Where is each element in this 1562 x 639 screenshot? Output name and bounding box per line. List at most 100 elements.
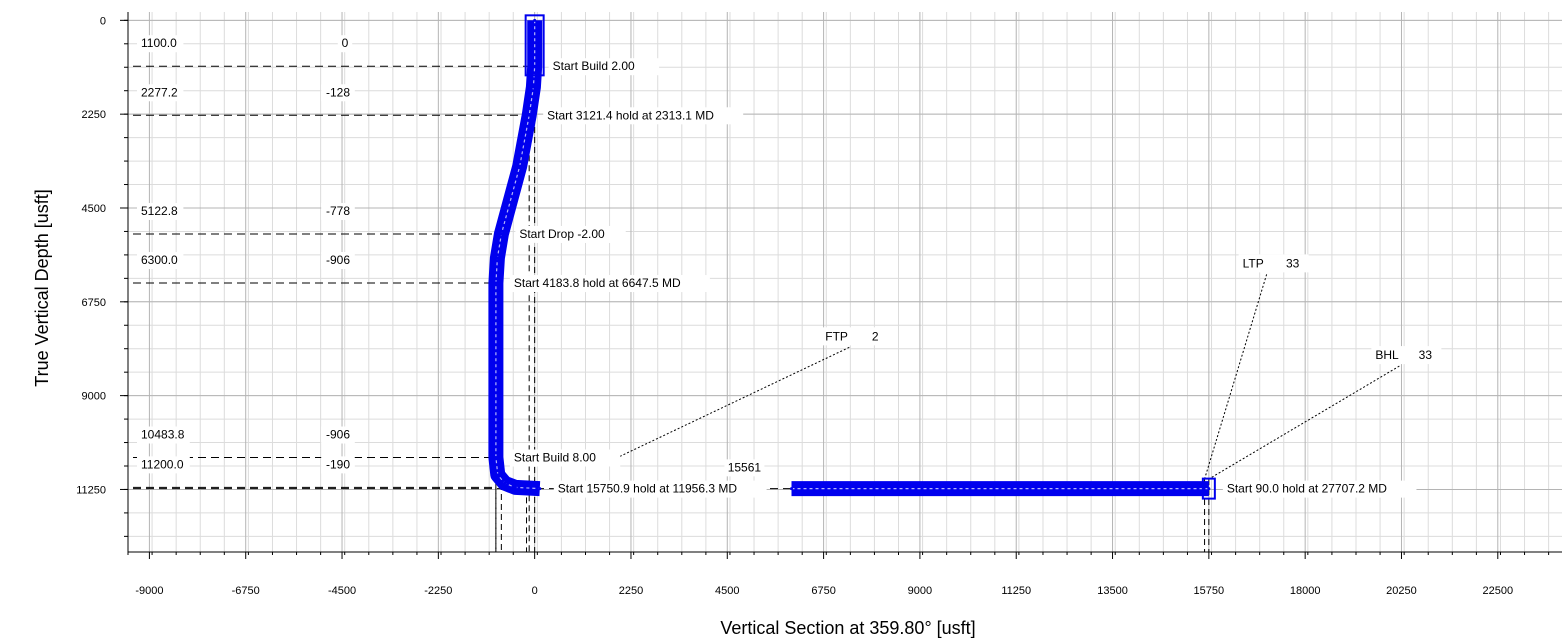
table-vs-label-bg xyxy=(321,426,355,444)
table-vs-label-bg xyxy=(321,252,355,270)
annotation-label-group: Start 90.0 hold at 27707.2 MD xyxy=(1222,480,1417,498)
well-path-point xyxy=(527,113,531,117)
annotation-label: Start 90.0 hold at 27707.2 MD xyxy=(1227,482,1387,496)
y-tick-label: 9000 xyxy=(82,391,106,403)
table-vs-label-group: -906 xyxy=(321,252,355,270)
table-md-label-bg xyxy=(137,426,190,444)
annotation-label-bg xyxy=(1222,480,1417,498)
target-name-label: BHL xyxy=(1375,348,1399,362)
target-label-group: LTP 33 xyxy=(1238,254,1309,273)
y-axis-title: True Vertical Depth [usft] xyxy=(32,189,52,386)
x-tick-label: 18000 xyxy=(1290,585,1321,597)
table-vs-label-group: -128 xyxy=(321,84,355,102)
annotation-label-bg xyxy=(543,107,744,125)
x-tick-label: 6750 xyxy=(811,585,835,597)
table-vs-label-bg xyxy=(321,84,355,102)
annotation-label-group: Start 15750.9 hold at 11956.3 MD xyxy=(553,480,767,498)
annotation-label-group: Start 3121.4 hold at 2313.1 MD xyxy=(543,107,744,125)
table-md-label-group: 5122.8 xyxy=(137,202,184,220)
y-tick-label: 4500 xyxy=(82,203,106,215)
table-md-label: 10483.8 xyxy=(141,428,185,442)
table-md-label-bg xyxy=(137,84,184,102)
annotation-label-group: Start Build 8.00 xyxy=(509,449,621,467)
x-tick-label: -2250 xyxy=(424,585,452,597)
table-md-label-group: 2277.2 xyxy=(137,84,184,102)
y-tick-label: 6750 xyxy=(82,297,106,309)
table-vs-label-bg xyxy=(321,202,355,220)
target-leader-line xyxy=(611,346,850,461)
y-tick-label: 0 xyxy=(100,15,106,27)
x-tick-label: 0 xyxy=(532,585,538,597)
target-value-label: 33 xyxy=(1419,348,1433,362)
lateral-end-marker xyxy=(1201,477,1216,500)
target-label-group: BHL 33 xyxy=(1371,346,1442,365)
table-md-label-bg xyxy=(137,35,184,53)
x-tick-label: -4500 xyxy=(328,585,356,597)
table-vs-label: 0 xyxy=(342,36,349,50)
target-label-bg xyxy=(821,327,892,346)
well-path-point xyxy=(518,164,522,168)
annotation-label-group: Start Drop -2.00 xyxy=(515,225,626,243)
extra-label-group: 15561 xyxy=(724,459,765,477)
well-path-point xyxy=(789,487,793,491)
table-vs-label: -778 xyxy=(326,204,350,218)
y-tick-label: 2250 xyxy=(82,109,106,121)
annotation-label-group: Start Build 2.00 xyxy=(548,58,660,76)
table-vs-label: -190 xyxy=(326,457,350,471)
series-layer xyxy=(488,14,1216,500)
well-path-point xyxy=(494,281,498,285)
well-path-point xyxy=(494,456,498,460)
target-leader-line xyxy=(1208,365,1400,480)
x-tick-label: 4500 xyxy=(715,585,739,597)
annotation-label: Start 15750.9 hold at 11956.3 MD xyxy=(558,482,738,496)
extra-label-bg xyxy=(724,459,765,477)
well-path-point xyxy=(533,18,537,22)
x-tick-label: -9000 xyxy=(135,585,163,597)
annotation-label: Start 3121.4 hold at 2313.1 MD xyxy=(547,108,714,122)
annotation-label: Start Build 2.00 xyxy=(553,59,635,73)
target-label-bg xyxy=(1238,254,1309,273)
annotation-label-bg xyxy=(509,449,621,467)
annotation-label: Start Drop -2.00 xyxy=(519,227,605,241)
well-path-point xyxy=(503,481,507,485)
x-tick-label: 9000 xyxy=(908,585,932,597)
x-tick-label: 20250 xyxy=(1386,585,1417,597)
x-tick-label: 13500 xyxy=(1097,585,1128,597)
target-label-group: FTP 2 xyxy=(821,327,892,346)
well-path-point xyxy=(538,487,542,491)
annotation-label-bg xyxy=(553,480,767,498)
target-label-bg xyxy=(1371,346,1442,365)
table-md-label-group: 1100.0 xyxy=(137,35,184,53)
surface-marker xyxy=(524,14,545,77)
well-path-point xyxy=(496,473,500,477)
table-vs-label: -906 xyxy=(326,428,350,442)
well-path-point xyxy=(495,256,499,260)
table-vs-label-bg xyxy=(321,456,355,474)
target-name-label: LTP xyxy=(1243,256,1264,270)
table-vs-label-group: -906 xyxy=(321,426,355,444)
well-path-point xyxy=(499,232,503,236)
table-md-label-group: 10483.8 xyxy=(137,426,190,444)
target-value-label: 2 xyxy=(872,329,879,343)
target-value-label: 33 xyxy=(1286,256,1300,270)
annotation-label-bg xyxy=(548,58,660,76)
table-md-label: 2277.2 xyxy=(141,85,178,99)
x-tick-label: 15750 xyxy=(1194,585,1225,597)
x-tick-label: -6750 xyxy=(232,585,260,597)
axes: -9000 -6750 -4500 -2250 0 2250 4500 6750 9000 112… xyxy=(76,12,1562,597)
annotation-label-group: Start 4183.8 hold at 6647.5 MD xyxy=(509,275,710,293)
well-path-point xyxy=(1207,487,1211,491)
table-md-label-bg xyxy=(137,202,184,220)
table-md-label: 6300.0 xyxy=(141,253,178,267)
labels-layer: 1100.0 0 2277.2 -128 5122.8 -778 6300.0 -906 104… xyxy=(137,35,1442,498)
table-md-label: 1100.0 xyxy=(141,36,177,50)
annotation-label-bg xyxy=(515,225,626,243)
annotation-label: Start Build 8.00 xyxy=(514,451,596,465)
x-tick-label: 2250 xyxy=(619,585,643,597)
table-vs-label-group: -778 xyxy=(321,202,355,220)
table-md-label: 11200.0 xyxy=(141,457,184,471)
table-vs-label: -128 xyxy=(326,85,350,99)
well-path-point xyxy=(531,85,535,89)
well-path-point xyxy=(533,64,537,68)
